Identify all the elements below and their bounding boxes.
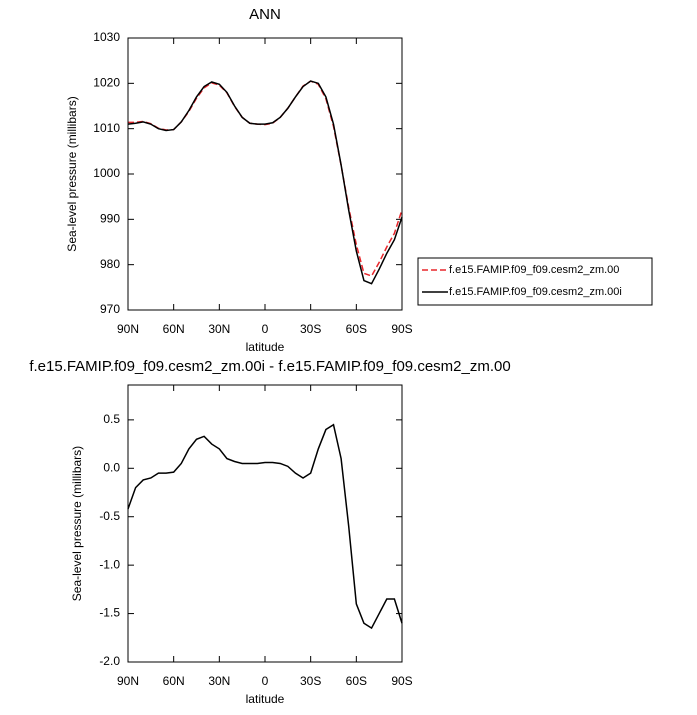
y-tick-label: 980 (100, 257, 120, 271)
x-tick-label: 0 (262, 322, 269, 336)
x-tick-label: 90S (391, 322, 412, 336)
y-axis-label: Sea-level pressure (millibars) (70, 446, 84, 601)
y-tick-label: 970 (100, 302, 120, 316)
y-tick-label: 1010 (93, 121, 120, 135)
x-tick-label: 0 (262, 674, 269, 688)
x-tick-label: 60S (346, 674, 367, 688)
y-tick-label: -0.5 (99, 509, 120, 523)
legend-label: f.e15.FAMIP.f09_f09.cesm2_zm.00i (449, 286, 622, 298)
y-tick-label: -1.5 (99, 606, 120, 620)
x-tick-label: 60N (163, 674, 185, 688)
legend-label: f.e15.FAMIP.f09_f09.cesm2_zm.00 (449, 264, 619, 276)
data-line (127, 80, 403, 285)
y-tick-label: 1000 (93, 166, 120, 180)
x-tick-label: 90N (117, 322, 139, 336)
x-tick-label: 30N (208, 674, 230, 688)
x-tick-label: 30S (300, 322, 321, 336)
y-tick-label: 0.0 (103, 460, 120, 474)
y-tick-label: -1.0 (99, 557, 120, 571)
y-tick-label: 1030 (93, 30, 120, 44)
y-tick-label: -2.0 (99, 654, 120, 668)
x-tick-label: 60N (163, 322, 185, 336)
y-tick-label: 1020 (93, 76, 120, 90)
x-tick-label: 90N (117, 674, 139, 688)
plot-frame (127, 37, 403, 311)
x-tick-label: 90S (391, 674, 412, 688)
y-tick-label: 0.5 (103, 412, 120, 426)
x-axis-label: latitude (246, 340, 285, 354)
x-tick-label: 30S (300, 674, 321, 688)
y-axis-label: Sea-level pressure (millibars) (65, 96, 79, 251)
plot-frame (127, 384, 403, 663)
x-tick-label: 30N (208, 322, 230, 336)
x-tick-label: 60S (346, 322, 367, 336)
chart-title: ANN (249, 6, 281, 23)
y-tick-label: 990 (100, 212, 120, 226)
legend-box (417, 257, 653, 306)
data-line (128, 80, 403, 277)
x-axis-label: latitude (246, 692, 285, 706)
data-line (127, 423, 403, 630)
chart-title: f.e15.FAMIP.f09_f09.cesm2_zm.00i - f.e15… (29, 358, 510, 375)
